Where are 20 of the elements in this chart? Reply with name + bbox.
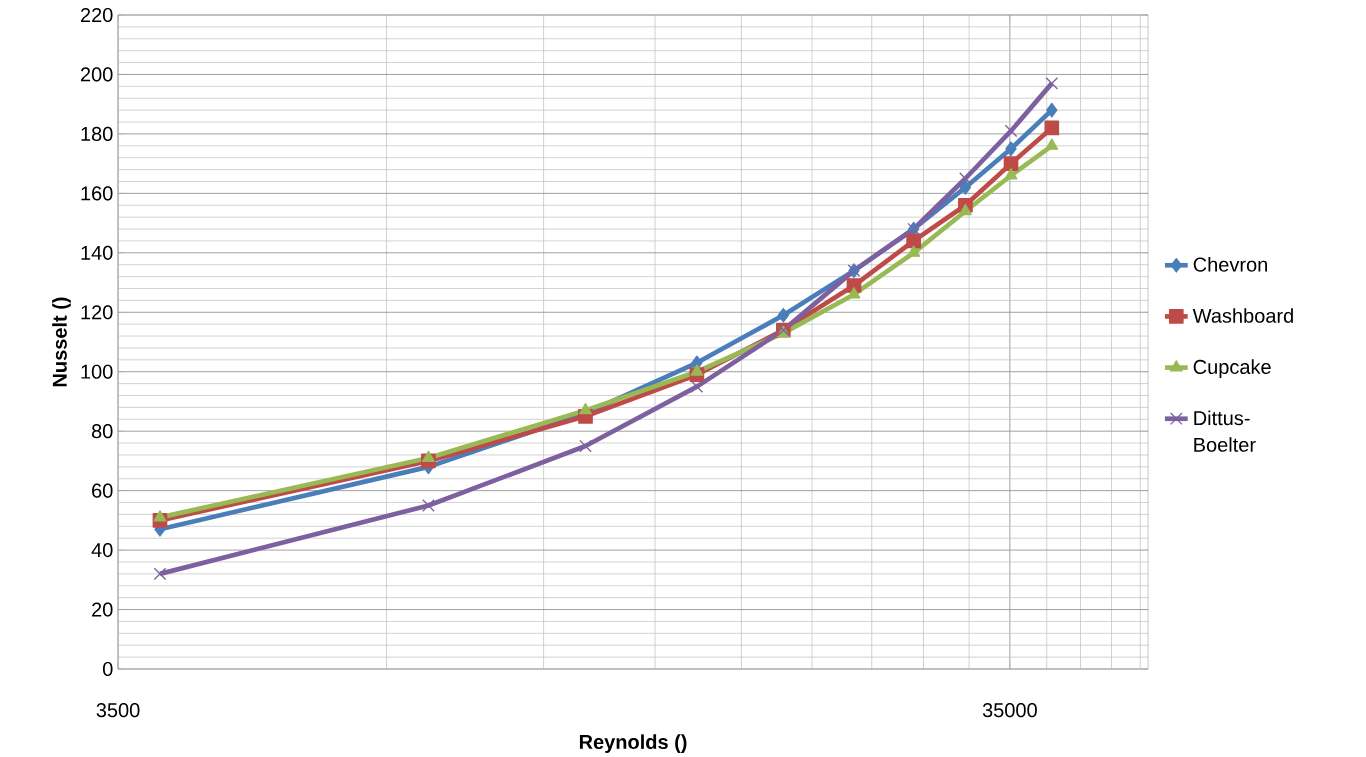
y-tick-label: 40 bbox=[91, 543, 113, 558]
y-tick-label: 80 bbox=[91, 424, 113, 439]
y-tick-label: 220 bbox=[80, 7, 113, 23]
x-tick-label: 35000 bbox=[982, 703, 1037, 718]
legend-label: Dittus-Boelter bbox=[1194, 410, 1256, 452]
legend-label: Washboard bbox=[1192, 308, 1293, 323]
y-tick-label: 200 bbox=[80, 67, 113, 82]
legend-label: Cupcake bbox=[1193, 359, 1271, 378]
y-tick-label: 140 bbox=[81, 245, 113, 260]
y-tick-label: 180 bbox=[81, 126, 113, 141]
y-tick-label: 100 bbox=[81, 364, 113, 379]
legend-label: Chevron bbox=[1193, 257, 1267, 272]
y-axis-title: Nusselt () bbox=[52, 297, 71, 387]
x-axis-title: Reynolds () bbox=[579, 734, 687, 753]
y-tick-label: 0 bbox=[102, 661, 113, 677]
x-tick-label: 3500 bbox=[96, 703, 140, 718]
y-tick-label: 60 bbox=[92, 483, 113, 498]
y-tick-label: 20 bbox=[92, 602, 113, 617]
y-tick-label: 160 bbox=[81, 186, 113, 201]
y-tick-label: 120 bbox=[81, 305, 113, 320]
